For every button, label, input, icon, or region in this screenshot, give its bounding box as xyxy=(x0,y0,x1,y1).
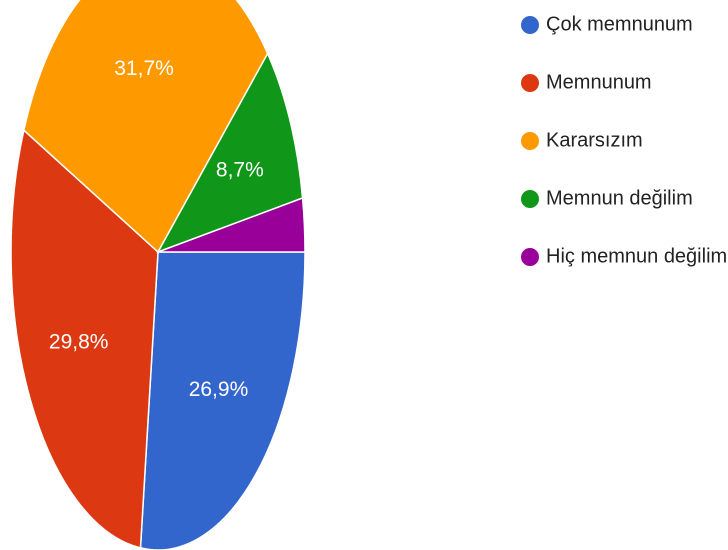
legend-label: Memnun değilim xyxy=(546,187,693,209)
slice-label: 26,9% xyxy=(189,378,249,401)
legend-label: Kararsızım xyxy=(546,129,643,151)
pie-slice xyxy=(139,251,306,550)
legend-swatch xyxy=(521,248,539,266)
pie-slice xyxy=(156,51,304,254)
legend-swatch xyxy=(521,132,539,150)
legend-swatch xyxy=(521,74,539,92)
pie-slice xyxy=(157,196,306,253)
legend-label: Çok memnunum xyxy=(546,13,693,35)
pie-slice xyxy=(10,128,159,549)
legend-label: Hiç memnun değilim xyxy=(546,245,727,267)
pie-slice xyxy=(23,0,269,254)
legend-swatch xyxy=(521,16,539,34)
slice-label: 8,7% xyxy=(216,158,264,181)
legend-label: Memnunum xyxy=(546,71,652,93)
slice-label: 29,8% xyxy=(49,331,109,354)
legend-swatch xyxy=(521,190,539,208)
slice-label: 31,7% xyxy=(114,57,174,80)
